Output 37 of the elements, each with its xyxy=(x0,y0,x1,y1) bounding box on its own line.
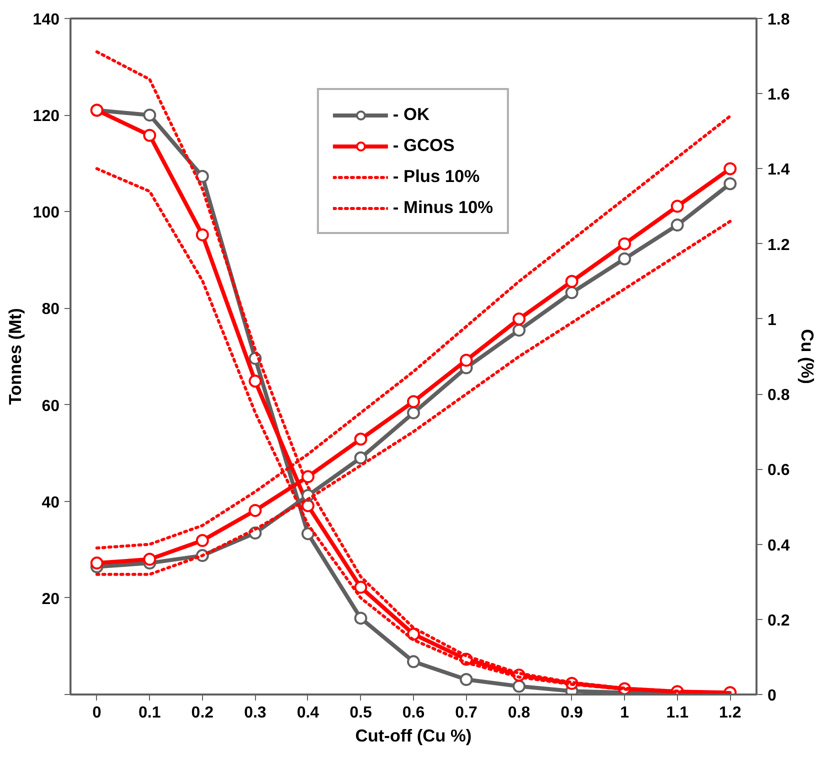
y2-tick-label: 0.8 xyxy=(768,387,790,404)
y2-axis-title: Cu (%) xyxy=(798,329,818,384)
y-tick-label: 80 xyxy=(42,301,60,318)
x-tick-label: 0.6 xyxy=(402,704,425,722)
y-tick-label: 100 xyxy=(32,204,60,222)
x-tick-label: 0.1 xyxy=(138,704,161,722)
x-tick-label: 0.8 xyxy=(508,704,530,722)
y-axis-title: Tonnes (Mt) xyxy=(4,308,25,405)
y2-tick-label: 1.4 xyxy=(768,162,790,179)
x-tick-label: 1.1 xyxy=(666,704,689,722)
y2-tick-label: 0.4 xyxy=(768,537,790,554)
x-tick-label: 0 xyxy=(92,704,102,722)
x-tick-label: 0.9 xyxy=(560,704,584,722)
legend-label: - GCOS xyxy=(392,135,455,156)
y2-tick-label: 1.2 xyxy=(768,236,790,254)
x-tick-label: 0.3 xyxy=(244,704,266,722)
y2-tick-label: 1.6 xyxy=(768,86,790,104)
legend-label: - Plus 10% xyxy=(392,166,480,187)
y2-tick-label: 1.8 xyxy=(768,12,790,28)
y2-tick-label: 0.6 xyxy=(768,462,790,480)
x-tick-label: 0.5 xyxy=(350,704,372,722)
x-tick-label: 0.2 xyxy=(191,704,214,722)
legend-label: - Minus 10% xyxy=(392,197,494,218)
y-tick-label: 20 xyxy=(42,590,60,608)
y-tick-label: 40 xyxy=(42,494,60,512)
x-tick-label: 0.4 xyxy=(296,704,320,722)
y-tick-label: 140 xyxy=(32,12,60,28)
y2-tick-label: 0.2 xyxy=(768,612,790,630)
legend-label: - OK xyxy=(392,104,430,125)
x-tick-label: 1.2 xyxy=(718,704,742,722)
x-tick-label: 0.7 xyxy=(455,704,478,722)
y-tick-label: 60 xyxy=(42,398,60,415)
y-tick-label: 120 xyxy=(32,108,60,126)
y2-tick-label: 0 xyxy=(768,688,776,704)
x-tick-label: 1 xyxy=(620,704,630,722)
y2-tick-label: 1 xyxy=(768,312,776,329)
x-axis-title: Cut-off (Cu %) xyxy=(355,726,472,746)
